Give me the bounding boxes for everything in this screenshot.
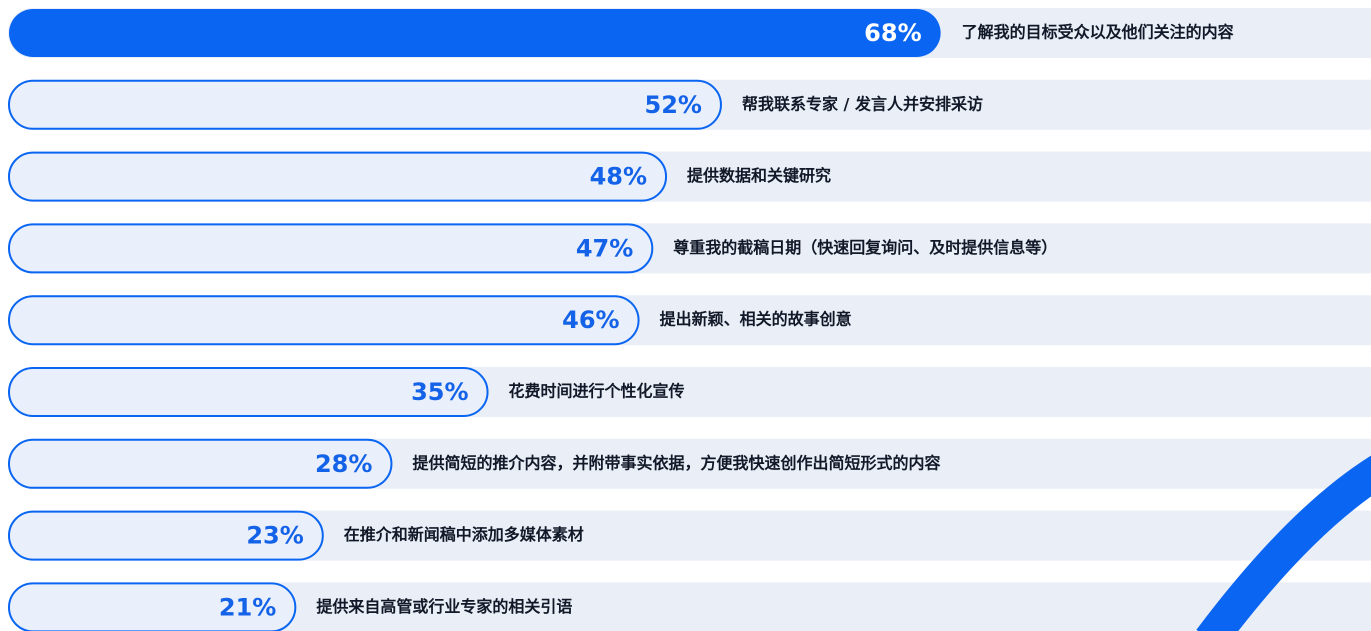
bar bbox=[8, 438, 393, 489]
bar bbox=[8, 151, 668, 202]
value-label: 52% bbox=[645, 91, 702, 119]
value-label: 28% bbox=[315, 450, 372, 478]
bar bbox=[9, 9, 941, 57]
category-label: 了解我的目标受众以及他们关注的内容 bbox=[962, 23, 1234, 42]
decor-arc bbox=[1196, 455, 1371, 631]
category-label: 尊重我的截稿日期（快速回复询问、及时提供信息等） bbox=[673, 238, 1057, 257]
bar-track bbox=[8, 582, 1371, 631]
bar bbox=[8, 367, 489, 417]
category-label: 提出新颖、相关的故事创意 bbox=[660, 310, 852, 329]
category-label: 提供简短的推介内容，并附带事实依据，方便我快速创作出简短形式的内容 bbox=[412, 453, 940, 472]
value-label: 35% bbox=[411, 378, 468, 406]
bar-track bbox=[8, 510, 1371, 561]
value-label: 48% bbox=[590, 163, 647, 191]
category-label: 提供数据和关键研究 bbox=[687, 166, 831, 185]
value-label: 68% bbox=[864, 19, 921, 47]
bar bbox=[8, 582, 297, 631]
category-label: 提供来自高管或行业专家的相关引语 bbox=[316, 597, 572, 616]
category-label: 在推介和新闻稿中添加多媒体素材 bbox=[344, 525, 584, 544]
value-label: 21% bbox=[219, 593, 276, 621]
category-label: 花费时间进行个性化宣传 bbox=[509, 382, 685, 401]
value-label: 47% bbox=[576, 234, 633, 262]
category-label: 帮我联系专家 / 发言人并安排采访 bbox=[742, 94, 983, 113]
value-label: 46% bbox=[562, 306, 619, 334]
bar bbox=[8, 223, 654, 274]
bar bbox=[8, 79, 722, 130]
bar bbox=[8, 295, 640, 346]
value-label: 23% bbox=[246, 522, 303, 550]
bar bbox=[8, 510, 324, 561]
